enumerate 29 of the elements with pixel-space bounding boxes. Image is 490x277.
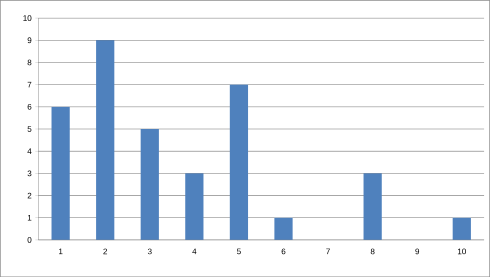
bar [140, 128, 159, 240]
y-tick-label: 2 [28, 192, 32, 198]
x-tick-label: 5 [237, 248, 241, 254]
bar [364, 173, 382, 240]
y-tick-label: 10 [23, 15, 32, 21]
y-tick-label: 7 [28, 82, 32, 88]
x-tick-label: 7 [326, 248, 330, 254]
bar [52, 106, 70, 240]
y-tick-label: 8 [28, 59, 32, 66]
x-tick-label: 8 [370, 248, 375, 254]
x-tick-label: 2 [103, 248, 108, 254]
y-tick-label: 4 [27, 148, 32, 154]
y-tick-label: 0 [28, 236, 32, 243]
x-tick-label: 4 [192, 248, 196, 254]
y-tick-label: 9 [28, 37, 32, 43]
y-tick-label: 3 [28, 170, 32, 176]
bar [185, 173, 204, 240]
x-tick-label: 3 [148, 248, 152, 254]
x-tick-label: 6 [282, 248, 286, 254]
bar [96, 40, 114, 240]
x-tick-label: 9 [415, 248, 420, 254]
y-tick-label: 5 [28, 126, 32, 132]
x-tick-label: 1 [59, 248, 62, 254]
x-tick-label: 10 [458, 248, 466, 254]
bar [452, 218, 471, 240]
bar [230, 84, 248, 240]
bar [274, 218, 293, 240]
y-tick-label: 1 [28, 214, 32, 220]
y-tick-label: 6 [28, 104, 32, 110]
